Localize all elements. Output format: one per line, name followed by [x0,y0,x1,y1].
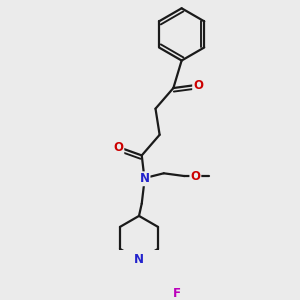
Text: N: N [140,172,149,185]
Text: O: O [193,79,203,92]
Text: O: O [190,169,200,182]
Text: F: F [173,287,181,300]
Text: O: O [113,141,123,154]
Text: N: N [134,254,144,266]
